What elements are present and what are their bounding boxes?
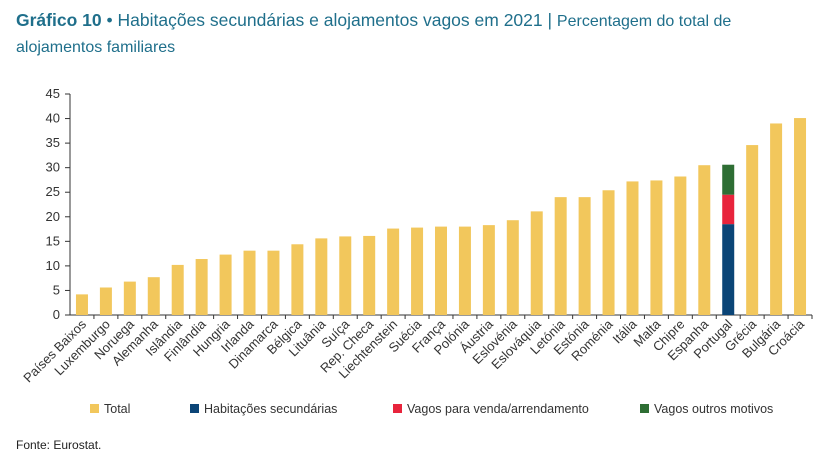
y-tick-label: 0 [53, 307, 60, 322]
y-tick-label: 45 [46, 86, 60, 101]
title-bullet: • [106, 10, 113, 30]
bar-total [770, 123, 783, 315]
bar-total [75, 294, 88, 315]
bar-total [291, 244, 304, 315]
bar-total [554, 197, 567, 315]
bar-total [363, 235, 376, 315]
y-tick-label: 15 [46, 233, 60, 248]
bar-total [315, 238, 328, 315]
legend-label: Habitações secundárias [204, 402, 337, 416]
legend-label: Vagos para venda/arrendamento [407, 402, 589, 416]
bar-total [482, 225, 495, 315]
legend-swatch [190, 404, 199, 413]
bar-total [267, 250, 280, 315]
y-tick-label: 25 [46, 184, 60, 199]
bar-total [123, 281, 136, 315]
legend-swatch [393, 404, 402, 413]
bar-total [698, 165, 711, 315]
bar-total [171, 264, 184, 315]
legend-swatch [90, 404, 99, 413]
legend-label: Vagos outros motivos [654, 402, 773, 416]
bar-total [626, 181, 639, 315]
bar-total [458, 226, 471, 315]
bar-total [147, 277, 160, 315]
bar-segment-vacant-other [722, 164, 735, 195]
y-tick-label: 5 [53, 282, 60, 297]
chart-title: Habitações secundárias e alojamentos vag… [117, 10, 543, 30]
bar-total [746, 145, 759, 315]
bar-segment-secondary [722, 224, 735, 315]
title-separator: | [547, 10, 553, 30]
y-tick-label: 20 [46, 209, 60, 224]
bar-total [602, 190, 615, 315]
bar-total [219, 254, 232, 315]
y-tick-label: 30 [46, 160, 60, 175]
legend-swatch [640, 404, 649, 413]
figure-number: Gráfico 10 [16, 10, 102, 30]
bar-segment-vacant-sale-rent [722, 194, 735, 225]
bar-total [99, 287, 112, 315]
y-tick-label: 40 [46, 111, 60, 126]
bar-total [578, 197, 591, 315]
bar-total [339, 236, 352, 315]
bar-total [650, 180, 663, 315]
bar-total [794, 118, 807, 315]
bar-total [435, 226, 447, 315]
chart-title-block: Gráfico 10 • Habitações secundárias e al… [16, 8, 821, 60]
y-tick-label: 10 [46, 258, 60, 273]
chart-subtitle: Percentagem do total de alojamentos fami… [16, 13, 732, 56]
bar-total [195, 259, 208, 315]
bar-total [243, 250, 256, 315]
bar-total [674, 176, 687, 315]
bar-total [411, 227, 424, 315]
bar-total [387, 228, 400, 315]
source-note: Fonte: Eurostat. [16, 438, 102, 452]
bar-total [530, 211, 543, 315]
bar-total [506, 220, 519, 315]
legend-label: Total [104, 402, 130, 416]
y-tick-label: 35 [46, 135, 60, 150]
